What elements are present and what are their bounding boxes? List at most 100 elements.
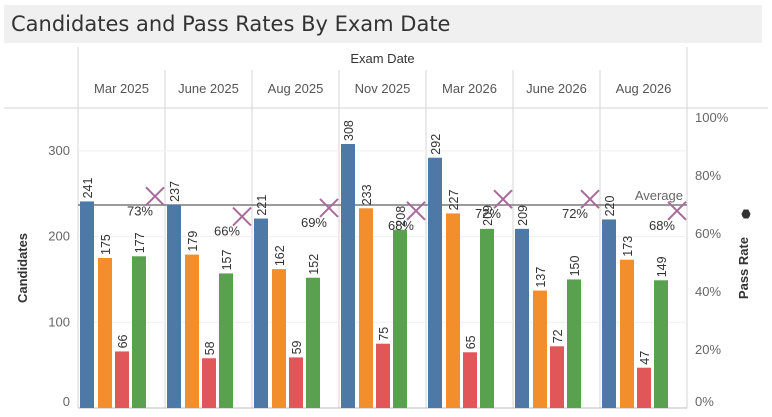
pass-rate-marker	[493, 189, 513, 209]
bar	[289, 357, 303, 408]
bar-value-label: 220	[603, 196, 617, 217]
bar	[602, 219, 616, 408]
bar-value-label: 173	[621, 236, 635, 257]
bar-value-label: 66	[116, 334, 130, 348]
page-title: Candidates and Pass Rates By Exam Date	[11, 12, 451, 36]
pass-rate-marker	[406, 201, 426, 221]
y2-tick-label: 100%	[695, 110, 729, 125]
y-tick-label: 300	[48, 143, 70, 158]
bar-value-label: 179	[186, 231, 200, 252]
pass-rate-label: 66%	[214, 224, 240, 239]
category-label: Mar 2026	[442, 81, 497, 96]
column-headers: Exam Date Mar 2025 June 2025 Aug 2025 Nov 20…	[94, 51, 671, 96]
title-bar: Candidates and Pass Rates By Exam Date	[4, 5, 762, 43]
bar-value-label: 292	[429, 134, 443, 155]
bar-value-label: 233	[360, 184, 374, 205]
y-tick-label: 0	[63, 394, 70, 409]
pass-rate-marker	[145, 186, 165, 207]
average-label: Average	[635, 188, 683, 203]
category-label: June 2026	[526, 81, 587, 96]
bar	[115, 351, 129, 408]
bar-value-label: 308	[342, 120, 356, 141]
bar	[620, 259, 634, 408]
bar	[272, 269, 286, 408]
category-label: Mar 2025	[94, 81, 149, 96]
pass-rate-marker	[232, 206, 252, 227]
pass-rate-label: 69%	[301, 215, 327, 230]
category-label: June 2025	[178, 81, 239, 96]
bar-value-label: 241	[81, 178, 95, 199]
y2-tick-label: 60%	[695, 226, 721, 241]
bar	[376, 343, 390, 408]
bar	[515, 228, 529, 408]
y-tick-label: 200	[48, 229, 70, 244]
bar-value-label: 162	[273, 245, 287, 266]
bar-value-label: 152	[307, 254, 321, 275]
bar-value-label: 72	[551, 329, 565, 343]
bar-value-label: 150	[568, 256, 582, 277]
pass-rate-marker	[667, 201, 687, 221]
bar-value-label: 149	[655, 256, 669, 277]
pass-rate-label: 73%	[127, 203, 153, 218]
pin-icon	[741, 209, 751, 219]
bar	[202, 358, 216, 408]
bar	[567, 279, 581, 408]
bar	[480, 228, 494, 408]
bar-value-label: 137	[534, 267, 548, 288]
bar	[341, 144, 355, 408]
bar-value-label: 227	[447, 190, 461, 211]
bar-value-label: 208	[394, 206, 408, 227]
y2-tick-label: 80%	[695, 168, 721, 183]
bar-value-label: 47	[638, 351, 652, 365]
bar	[550, 346, 564, 408]
bar-value-label: 237	[168, 181, 182, 202]
bar	[80, 201, 94, 408]
pass-rate-marker	[580, 189, 600, 209]
category-label: Nov 2025	[355, 81, 411, 96]
bar	[306, 277, 320, 408]
bar	[98, 258, 112, 408]
bar	[219, 273, 233, 408]
y2-axis-title: Pass Rate	[736, 237, 751, 299]
bar-value-label: 177	[133, 232, 147, 253]
bar	[132, 256, 146, 408]
bar-value-label: 175	[99, 234, 113, 255]
bar-value-label: 209	[516, 205, 530, 226]
y2-tick-label: 0%	[695, 394, 714, 409]
category-label: Aug 2025	[268, 81, 324, 96]
bar-value-label: 59	[290, 340, 304, 354]
data-labels: 241 237 221 308 292 209 220 175 179 162 233 227 137 1…	[81, 120, 675, 365]
bar	[359, 208, 373, 408]
y-axis-title: Candidates	[15, 233, 30, 303]
bar-value-label: 58	[203, 341, 217, 355]
bar	[654, 280, 668, 408]
bar-value-label: 209	[481, 205, 495, 226]
bar-value-label: 75	[377, 327, 391, 341]
bar	[393, 229, 407, 408]
bar	[254, 218, 268, 408]
pass-rate-marker	[319, 198, 339, 218]
pass-rate-markers	[145, 186, 687, 227]
bar	[167, 204, 181, 408]
y-tick-label: 100	[48, 314, 70, 329]
bars	[80, 144, 668, 408]
bar	[533, 290, 547, 408]
pass-rate-label: 72%	[475, 206, 501, 221]
bar	[446, 213, 460, 408]
pass-rate-label: 68%	[649, 218, 675, 233]
bar-value-label: 65	[464, 335, 478, 349]
y2-tick-label: 20%	[695, 342, 721, 357]
bar	[185, 254, 199, 408]
category-label: Aug 2026	[616, 81, 672, 96]
column-header-label: Exam Date	[350, 51, 414, 66]
bar	[637, 367, 651, 408]
bar-value-label: 221	[255, 195, 269, 216]
chart-frame	[4, 47, 768, 409]
y2-tick-label: 40%	[695, 284, 721, 299]
pass-rate-label: 72%	[562, 206, 588, 221]
pass-rate-label: 68%	[388, 218, 414, 233]
bar	[463, 352, 477, 408]
bar	[428, 157, 442, 408]
bar-value-label: 157	[220, 250, 234, 271]
